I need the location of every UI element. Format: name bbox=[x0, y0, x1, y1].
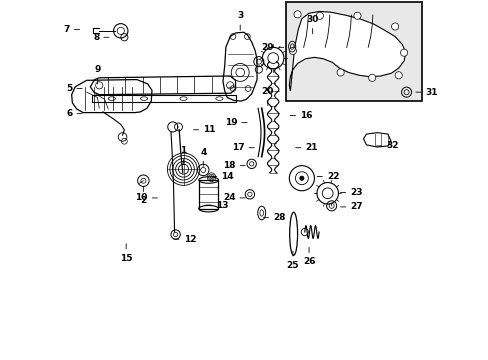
Text: 18: 18 bbox=[223, 161, 235, 170]
Text: 27: 27 bbox=[349, 202, 362, 211]
Circle shape bbox=[353, 12, 360, 19]
Circle shape bbox=[394, 72, 402, 79]
Text: 17: 17 bbox=[231, 143, 244, 152]
Text: 7: 7 bbox=[63, 25, 70, 34]
Text: 11: 11 bbox=[203, 125, 215, 134]
Circle shape bbox=[368, 74, 375, 81]
Text: 23: 23 bbox=[349, 188, 362, 197]
Text: 20: 20 bbox=[261, 87, 273, 96]
Text: 14: 14 bbox=[221, 172, 233, 181]
Circle shape bbox=[316, 12, 323, 19]
Text: 25: 25 bbox=[286, 261, 299, 270]
Text: 21: 21 bbox=[305, 143, 317, 152]
Text: 1: 1 bbox=[180, 146, 186, 155]
Bar bbox=[92, 95, 235, 102]
Circle shape bbox=[289, 47, 296, 54]
Circle shape bbox=[299, 176, 304, 180]
Text: 8: 8 bbox=[93, 33, 99, 42]
Text: 22: 22 bbox=[326, 172, 339, 181]
Text: 15: 15 bbox=[120, 253, 132, 262]
Text: 12: 12 bbox=[183, 235, 196, 244]
Text: 13: 13 bbox=[215, 201, 228, 210]
Text: 28: 28 bbox=[273, 213, 285, 222]
Text: 16: 16 bbox=[300, 111, 312, 120]
Bar bbox=[285, 3, 421, 101]
Polygon shape bbox=[289, 12, 405, 91]
Circle shape bbox=[336, 69, 344, 76]
Text: 9: 9 bbox=[94, 65, 101, 74]
Text: 30: 30 bbox=[306, 15, 318, 24]
Text: 4: 4 bbox=[200, 148, 206, 157]
Circle shape bbox=[293, 11, 301, 18]
Text: 19: 19 bbox=[224, 118, 237, 127]
Text: 2: 2 bbox=[140, 196, 146, 205]
Circle shape bbox=[400, 49, 407, 56]
Text: 6: 6 bbox=[66, 109, 72, 118]
Text: 31: 31 bbox=[425, 87, 437, 96]
Text: 10: 10 bbox=[135, 193, 147, 202]
Text: 24: 24 bbox=[223, 193, 235, 202]
Text: 3: 3 bbox=[237, 12, 243, 21]
Bar bbox=[198, 180, 218, 209]
Text: 5: 5 bbox=[66, 84, 72, 93]
Text: 29: 29 bbox=[261, 43, 273, 52]
Text: 26: 26 bbox=[302, 257, 315, 266]
Text: 32: 32 bbox=[386, 141, 398, 150]
Circle shape bbox=[391, 23, 398, 30]
